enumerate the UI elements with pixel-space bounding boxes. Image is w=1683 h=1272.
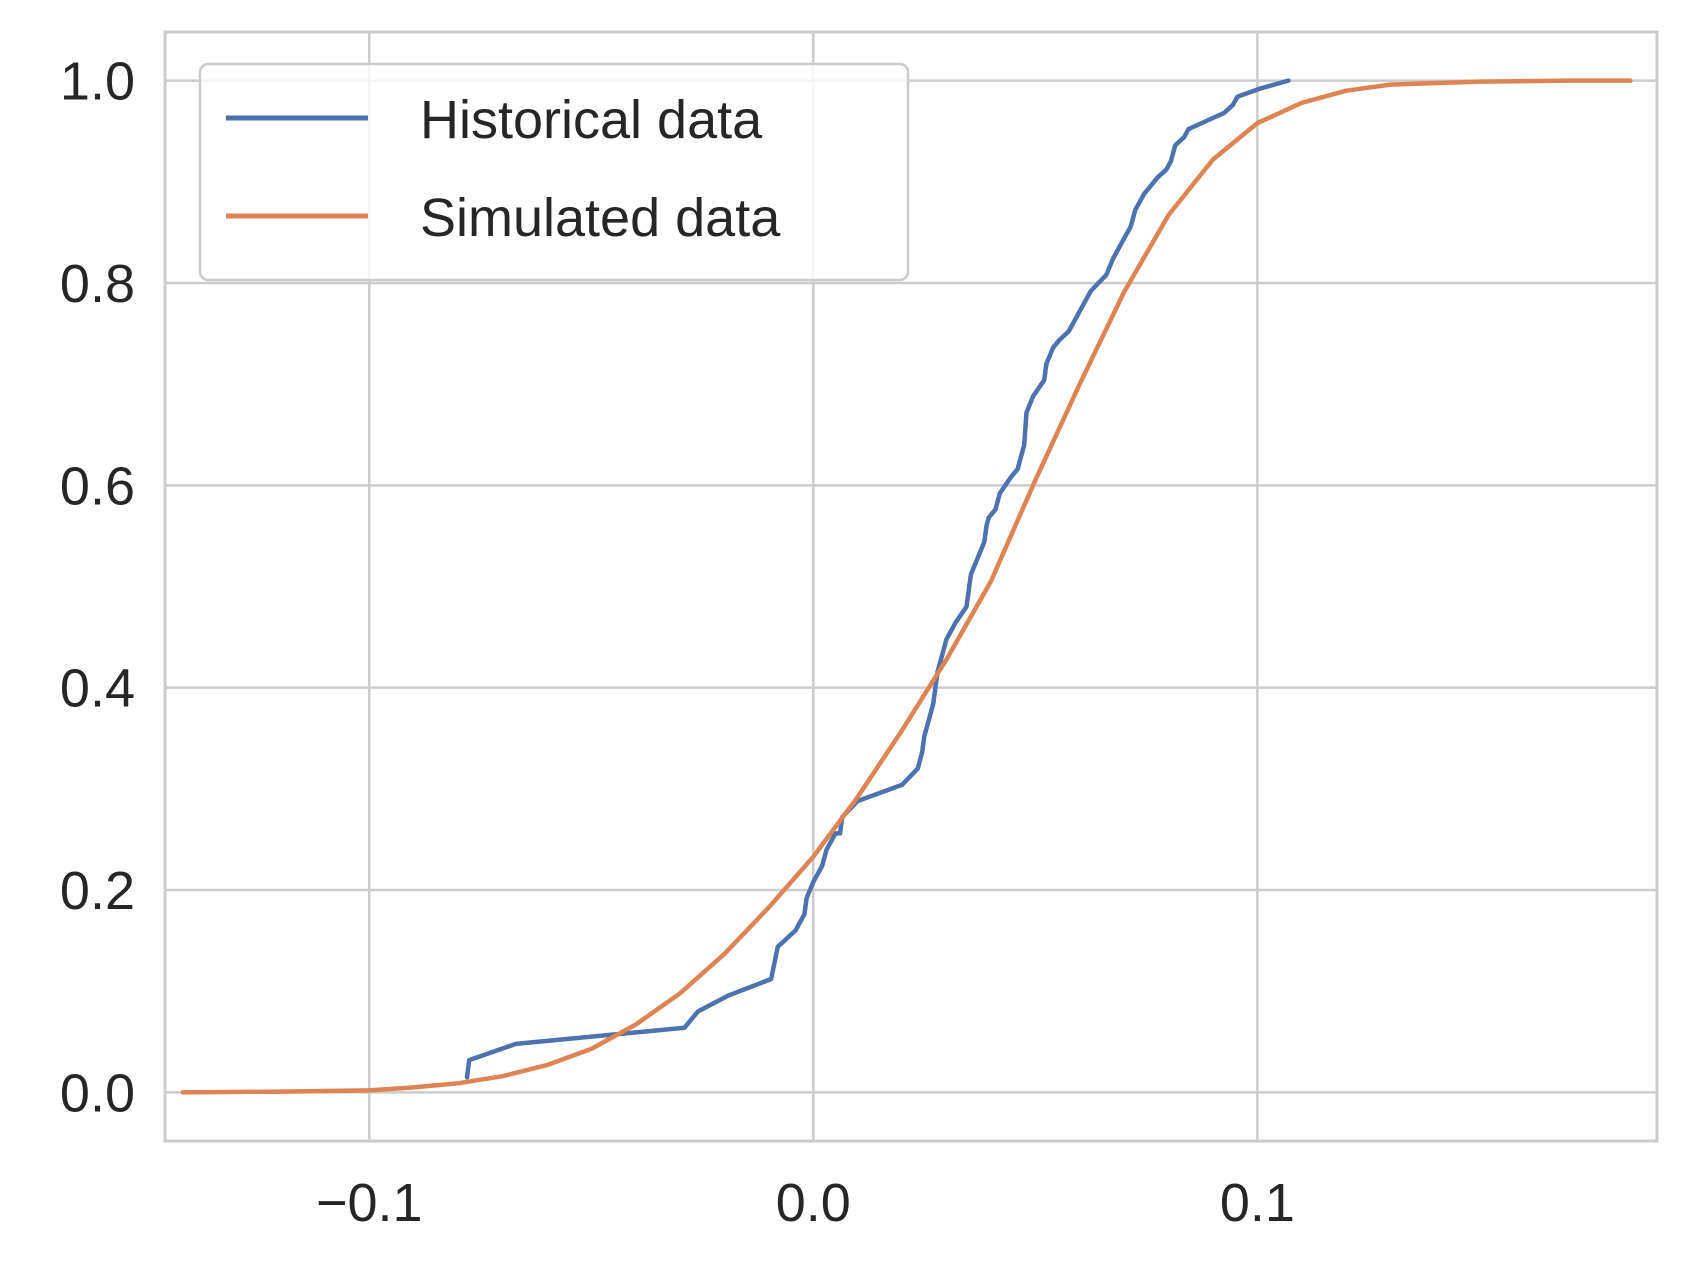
historical-data-line <box>464 78 1291 1080</box>
legend-label-simulated: Simulated data <box>420 188 781 248</box>
legend: Historical data Simulated data <box>198 62 910 282</box>
plot-frame <box>163 30 1659 1143</box>
y-tick-labels: 0.0 0.2 0.4 0.6 0.8 1.0 <box>60 52 135 1124</box>
legend-label-historical: Historical data <box>420 90 763 150</box>
legend-box <box>198 62 910 282</box>
x-tick-labels: −0.1 0.0 0.1 <box>316 1173 1295 1233</box>
x-tick-label: 0.0 <box>776 1173 851 1233</box>
y-tick-label: 0.0 <box>60 1063 135 1123</box>
y-tick-label: 1.0 <box>60 52 135 112</box>
x-tick-label: 0.1 <box>1220 1173 1295 1233</box>
y-tick-label: 0.6 <box>60 456 135 516</box>
x-tick-label: −0.1 <box>316 1173 423 1233</box>
simulated-data-line <box>180 78 1633 1095</box>
y-tick-label: 0.2 <box>60 861 135 921</box>
y-tick-label: 0.8 <box>60 254 135 314</box>
y-tick-label: 0.4 <box>60 659 135 719</box>
series-layer <box>180 78 1633 1095</box>
